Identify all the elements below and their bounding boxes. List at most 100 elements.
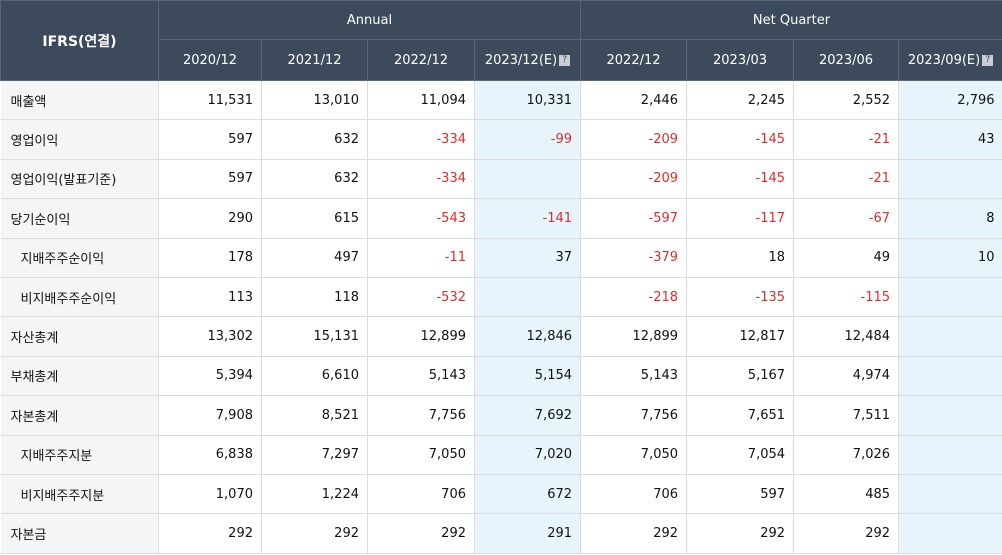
- table-cell: [473, 159, 581, 200]
- column-header-label: 2022/12: [393, 52, 448, 68]
- table-cell: -145: [686, 159, 794, 200]
- annual-group-header: Annual: [157, 0, 582, 40]
- table-cell: 18: [686, 238, 794, 278]
- table-cell: 8: [898, 198, 1002, 239]
- table-cell: 13,010: [261, 80, 368, 121]
- table-cell: [898, 316, 1002, 357]
- table-cell: 10: [898, 238, 1002, 278]
- table-cell: [898, 474, 1002, 515]
- table-cell: 706: [580, 474, 687, 515]
- column-header: 2022/12: [580, 39, 688, 81]
- table-cell: 292: [367, 513, 475, 554]
- row-label: 당기순이익: [0, 198, 159, 239]
- row-label: 지배주주지분: [0, 435, 159, 475]
- table-cell: 291: [473, 513, 581, 554]
- table-cell: 7,297: [261, 435, 368, 475]
- table-cell: 12,899: [367, 316, 475, 357]
- table-cell: 2,446: [580, 80, 687, 121]
- row-label: 매출액: [0, 80, 159, 121]
- table-cell: 12,817: [686, 316, 794, 357]
- table-cell: 8,521: [261, 395, 368, 436]
- table-cell: 292: [158, 513, 262, 554]
- table-row: 당기순이익 290 615 -543 -141 -597 -117 -67 8: [0, 198, 1002, 239]
- table-cell: -21: [793, 119, 899, 160]
- table-cell: [898, 435, 1002, 475]
- table-cell: 7,054: [686, 435, 794, 475]
- table-cell: 2,245: [686, 80, 794, 121]
- table-row: 매출액 11,531 13,010 11,094 10,331 2,446 2,245 2,5…: [0, 80, 1002, 121]
- table-cell: 49: [793, 238, 899, 278]
- row-label: 지배주주순이익: [0, 238, 159, 278]
- table-cell: -334: [367, 159, 475, 200]
- table-cell: 497: [261, 238, 368, 278]
- table-cell: [898, 513, 1002, 554]
- table-cell: 10,331: [473, 80, 581, 121]
- column-header: 2023/06: [793, 39, 900, 81]
- table-cell: -21: [793, 159, 899, 200]
- table-cell: 615: [261, 198, 368, 239]
- column-header-label: 2023/03: [713, 52, 768, 68]
- table-cell: 2,796: [898, 80, 1002, 121]
- table-cell: 7,651: [686, 395, 794, 436]
- column-header-label: 2020/12: [182, 52, 237, 68]
- table-cell: 597: [158, 159, 262, 200]
- table-cell: 1,224: [261, 474, 368, 515]
- table-cell: 7,026: [793, 435, 899, 475]
- table-cell: -145: [686, 119, 794, 160]
- corner-header: IFRS(연결): [0, 0, 159, 81]
- table-cell: 15,131: [261, 316, 368, 357]
- table-cell: 5,143: [580, 356, 687, 397]
- table-cell: 4,974: [793, 356, 899, 397]
- table-cell: 485: [793, 474, 899, 515]
- column-header-label: 2023/06: [819, 52, 874, 68]
- table-cell: 12,899: [580, 316, 687, 357]
- table-row: 지배주주지분 6,838 7,297 7,050 7,020 7,050 7,054 7,02…: [0, 435, 1002, 475]
- table-cell: 7,756: [580, 395, 687, 436]
- table-cell: 7,020: [473, 435, 581, 475]
- table-cell: 632: [261, 119, 368, 160]
- table-cell: 7,511: [793, 395, 899, 436]
- table-cell: 13,302: [158, 316, 262, 357]
- table-cell: 5,167: [686, 356, 794, 397]
- column-header: 2020/12: [158, 39, 262, 81]
- table-cell: 5,143: [367, 356, 475, 397]
- table-cell: [898, 395, 1002, 436]
- table-cell: 292: [261, 513, 368, 554]
- row-label: 자본총계: [0, 395, 159, 436]
- column-header: 2021/12: [261, 39, 368, 81]
- column-header: 2023/03: [686, 39, 795, 81]
- column-header-label: 2021/12: [287, 52, 342, 68]
- table-row: 부채총계 5,394 6,610 5,143 5,154 5,143 5,167 4,974: [0, 356, 1002, 397]
- table-cell: 632: [261, 159, 368, 200]
- table-row: 비지배주주순이익 113 118 -532 -218 -135 -115: [0, 277, 1002, 318]
- table-cell: 292: [580, 513, 687, 554]
- table-cell: -135: [686, 277, 794, 318]
- table-row: 자산총계 13,302 15,131 12,899 12,846 12,899 12,817…: [0, 316, 1002, 357]
- table-row: 자본금 292 292 292 291 292 292 292: [0, 513, 1002, 554]
- table-cell: 290: [158, 198, 262, 239]
- net-quarter-group-header: Net Quarter: [580, 0, 1002, 40]
- column-header: 2022/12: [367, 39, 475, 81]
- table-cell: [898, 277, 1002, 318]
- column-header-label: 2023/09(E): [907, 52, 981, 68]
- table-cell: 12,484: [793, 316, 899, 357]
- table-cell: 7,050: [580, 435, 687, 475]
- estimate-info-icon[interactable]: ?: [982, 54, 994, 66]
- row-label: 비지배주주순이익: [0, 277, 159, 318]
- row-label: 자산총계: [0, 316, 159, 357]
- table-cell: [898, 159, 1002, 200]
- table-row: 자본총계 7,908 8,521 7,756 7,692 7,756 7,651 7,511: [0, 395, 1002, 436]
- table-cell: 7,050: [367, 435, 475, 475]
- table-row: 영업이익 597 632 -334 -99 -209 -145 -21 43: [0, 119, 1002, 160]
- table-cell: 706: [367, 474, 475, 515]
- estimate-info-icon[interactable]: ?: [559, 54, 571, 66]
- table-cell: [473, 277, 581, 318]
- row-label: 자본금: [0, 513, 159, 554]
- table-cell: 37: [473, 238, 581, 278]
- table-cell: -218: [580, 277, 687, 318]
- table-cell: 597: [686, 474, 794, 515]
- table-cell: 1,070: [158, 474, 262, 515]
- table-cell: 11,531: [158, 80, 262, 121]
- table-cell: 6,838: [158, 435, 262, 475]
- table-cell: 113: [158, 277, 262, 318]
